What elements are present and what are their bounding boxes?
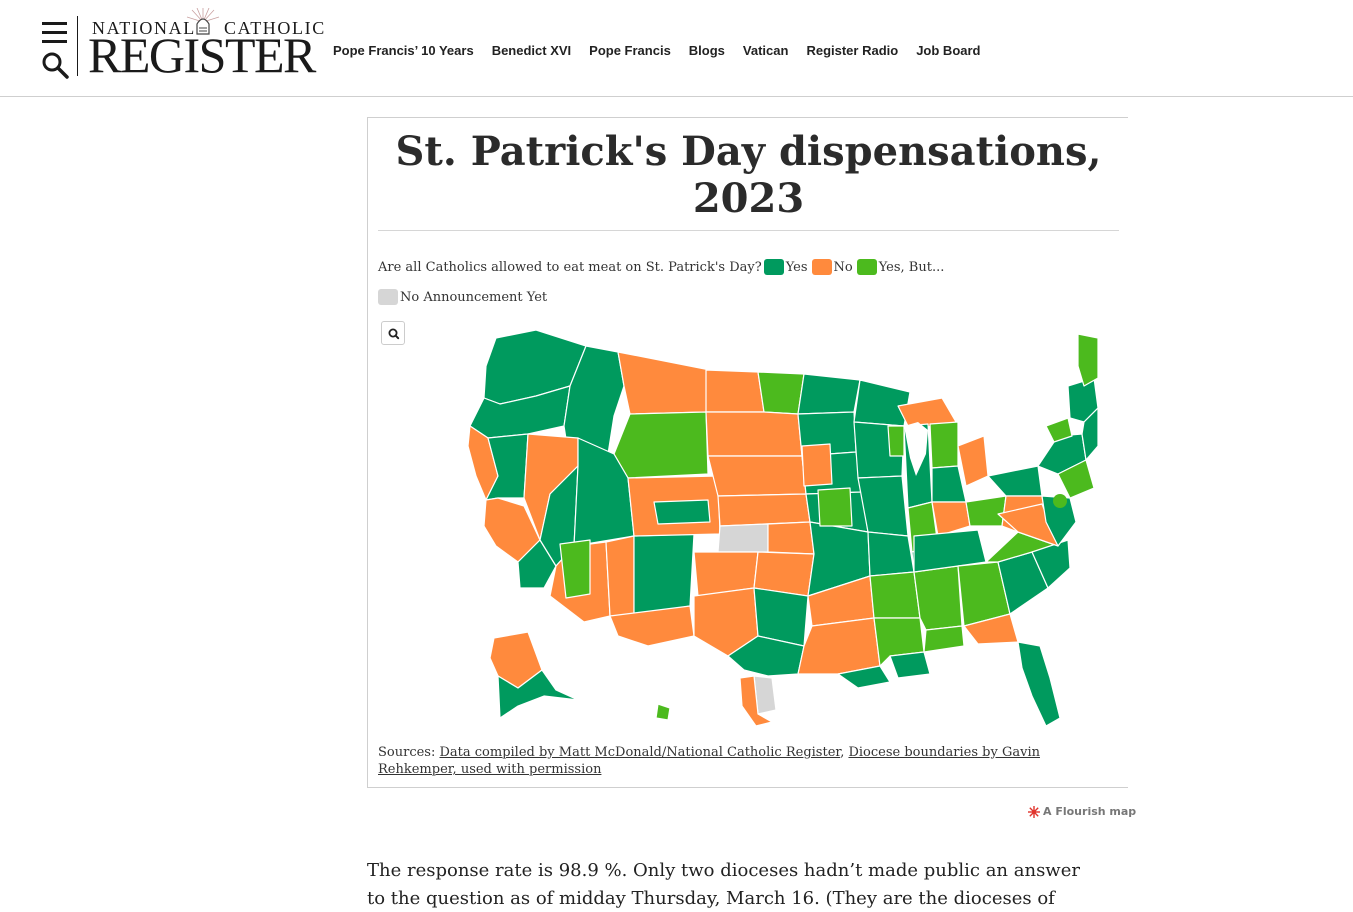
diocese-region[interactable] <box>987 465 1043 497</box>
logo-catholic: CATHOLIC <box>224 18 326 38</box>
source-link-data[interactable]: Data compiled by Matt McDonald/National … <box>439 745 841 760</box>
header-divider <box>77 16 78 76</box>
diocese-region[interactable] <box>889 651 931 679</box>
nav-benedict-xvi[interactable]: Benedict XVI <box>491 43 572 58</box>
logo-top-line: NATIONAL CATHOLIC <box>92 18 324 39</box>
diocese-region[interactable] <box>705 369 765 413</box>
site-header: NATIONAL CATHOLIC REGISTER Pope Francis’… <box>0 0 1353 97</box>
diocese-region[interactable] <box>853 379 911 427</box>
legend-item-no-announcement[interactable]: No Announcement Yet <box>378 289 547 305</box>
diocese-region[interactable] <box>1057 459 1095 499</box>
nav-job-board[interactable]: Job Board <box>916 43 981 58</box>
diocese-region[interactable] <box>705 411 803 457</box>
diocese-region[interactable] <box>707 455 807 497</box>
sources-prefix: Sources: <box>378 745 440 760</box>
menu-icon-bar <box>42 31 67 34</box>
map-title-line1: St. Patrick's Day dispensations, <box>395 128 1102 175</box>
diocese-region[interactable] <box>867 531 915 577</box>
legend-label-yes: Yes <box>785 259 808 275</box>
diocese-region[interactable] <box>717 493 811 527</box>
diocese-region[interactable] <box>837 665 891 689</box>
diocese-region[interactable] <box>923 625 965 653</box>
diocese-region[interactable] <box>913 565 963 631</box>
menu-button[interactable] <box>40 20 70 44</box>
legend-swatch-no <box>811 259 832 275</box>
nav-register-radio[interactable]: Register Radio <box>806 43 899 58</box>
main-nav: Pope Francis’ 10 Years Benedict XVI Pope… <box>333 43 999 58</box>
diocese-region[interactable] <box>517 539 557 589</box>
article-paragraph: The response rate is 98.9 %. Only two di… <box>367 860 1080 909</box>
diocese-region[interactable] <box>931 465 967 503</box>
diocese-region[interactable] <box>1045 417 1073 443</box>
map-zoom-button[interactable] <box>381 321 405 345</box>
legend-item-yes[interactable]: Yes <box>762 259 808 275</box>
flourish-credit-text: A Flourish map <box>1043 805 1137 818</box>
logo-national: NATIONAL <box>92 18 196 38</box>
papal-emblem-icon <box>186 8 220 35</box>
diocese-region[interactable] <box>633 533 695 617</box>
diocese-region[interactable] <box>655 703 671 721</box>
map-sources: Sources: Data compiled by Matt McDonald/… <box>378 744 1078 778</box>
diocese-region[interactable] <box>1077 333 1098 387</box>
legend-row: Are all Catholics allowed to eat meat on… <box>378 258 946 276</box>
diocese-region[interactable] <box>559 539 591 599</box>
diocese-region[interactable] <box>965 495 1007 527</box>
logo-register: REGISTER <box>88 27 316 83</box>
diocese-region[interactable] <box>1017 641 1061 726</box>
flourish-logo-icon <box>1028 805 1040 818</box>
diocese-region[interactable] <box>767 521 815 555</box>
map-embed: St. Patrick's Day dispensations, 2023 Ar… <box>367 117 1128 788</box>
legend-swatch-yes-but <box>856 259 877 275</box>
diocese-region[interactable] <box>869 571 921 619</box>
diocese-region[interactable] <box>797 617 881 675</box>
map-title-line2: 2023 <box>692 175 805 222</box>
menu-icon-bar <box>42 22 67 25</box>
us-diocese-map[interactable] <box>458 326 1098 726</box>
nav-pope-francis-10-years[interactable]: Pope Francis’ 10 Years <box>333 43 474 58</box>
legend-label-no: No <box>833 259 853 275</box>
diocese-region[interactable] <box>817 487 853 527</box>
menu-icon-bar <box>42 40 67 43</box>
diocese-region[interactable] <box>497 669 579 719</box>
magnifier-icon <box>388 328 400 340</box>
diocese-region[interactable] <box>757 371 805 415</box>
diocese-region[interactable] <box>797 373 861 415</box>
nav-pope-francis[interactable]: Pope Francis <box>589 43 671 58</box>
source-link-boundaries[interactable]: Diocese boundaries by Gavin Rehkemper, u… <box>378 745 1040 777</box>
diocese-region[interactable] <box>957 435 989 487</box>
legend-question: Are all Catholics allowed to eat meat on… <box>378 259 762 275</box>
legend-item-no[interactable]: No <box>810 259 853 275</box>
diocese-region[interactable] <box>653 499 711 525</box>
search-icon <box>42 52 69 79</box>
diocese-region[interactable] <box>1081 407 1098 461</box>
flourish-credit-link[interactable]: A Flourish map <box>1028 805 1136 818</box>
search-button[interactable] <box>40 50 70 80</box>
title-divider <box>378 230 1119 231</box>
diocese-region[interactable] <box>887 425 905 457</box>
diocese-region[interactable] <box>717 523 769 553</box>
diocese-region[interactable] <box>929 421 959 469</box>
legend-label-no-announcement: No Announcement Yet <box>400 289 548 305</box>
nav-vatican[interactable]: Vatican <box>742 43 789 58</box>
site-logo[interactable]: NATIONAL CATHOLIC REGISTER <box>88 8 324 83</box>
diocese-region[interactable] <box>613 411 709 479</box>
sources-separator: , <box>840 745 849 760</box>
nav-blogs[interactable]: Blogs <box>688 43 725 58</box>
diocese-marker[interactable] <box>1053 494 1067 508</box>
legend-swatch-yes <box>763 259 784 275</box>
legend-row: No Announcement Yet <box>378 288 549 306</box>
diocese-region[interactable] <box>605 535 635 617</box>
legend-label-yes-but: Yes, But... <box>878 259 945 275</box>
great-lakes <box>904 422 928 476</box>
legend-item-yes-but[interactable]: Yes, But... <box>855 259 945 275</box>
diocese-region[interactable] <box>801 443 833 487</box>
diocese-region[interactable] <box>617 351 711 415</box>
legend-swatch-no-announcement <box>378 289 398 305</box>
diocese-region[interactable] <box>739 675 773 726</box>
map-title: St. Patrick's Day dispensations, 2023 <box>378 128 1119 222</box>
diocese-region[interactable] <box>609 605 695 647</box>
